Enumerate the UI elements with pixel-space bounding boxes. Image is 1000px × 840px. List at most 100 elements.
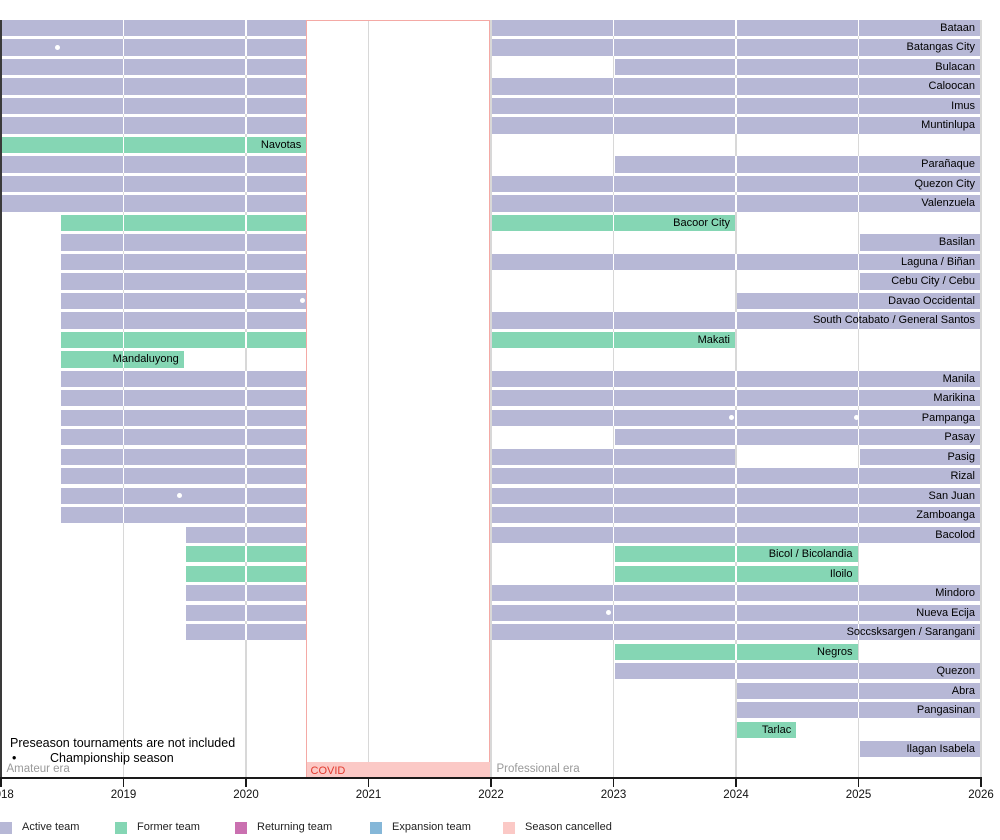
x-axis-tick	[857, 778, 860, 787]
team-bar-segment: Quezon City	[492, 175, 980, 193]
team-bar-segment: Makati	[492, 331, 735, 349]
season-separator	[857, 468, 860, 485]
championship-dot	[728, 415, 734, 421]
championship-note-label: Championship season	[50, 751, 174, 765]
team-bar-segment: Abra	[737, 682, 980, 699]
team-bar-segment: Caloocan	[492, 78, 980, 95]
year-gridline	[980, 20, 982, 778]
team-bar-segment	[2, 175, 307, 193]
team-bar-segment: Laguna / Biñan	[492, 253, 980, 271]
team-label: Caloocan	[928, 80, 975, 93]
x-axis-tick	[367, 778, 370, 787]
season-separator	[735, 546, 737, 563]
team-bar-segment: Muntinlupa	[492, 117, 980, 134]
team-bar-segment: Quezon	[614, 663, 980, 680]
team-bar-segment	[60, 487, 307, 504]
team-bar-segment	[185, 546, 307, 563]
season-separator	[735, 526, 737, 543]
season-separator	[122, 20, 125, 37]
legend-swatch	[115, 822, 127, 834]
team-label: Pangasinan	[916, 704, 975, 717]
season-separator	[122, 487, 125, 504]
team-label: Parañaque	[921, 158, 975, 171]
team-label: Negros	[817, 645, 853, 658]
season-separator	[857, 156, 860, 173]
season-separator	[857, 20, 860, 37]
team-label: South Cotabato / General Santos	[812, 314, 975, 327]
season-separator	[857, 487, 860, 504]
season-separator	[612, 78, 615, 95]
season-separator	[122, 312, 125, 329]
season-separator	[245, 585, 247, 602]
season-separator	[245, 468, 247, 485]
team-bar-segment	[60, 448, 307, 465]
season-separator	[612, 370, 615, 387]
season-separator	[612, 117, 615, 134]
team-label: Bataan	[940, 22, 975, 34]
season-separator	[857, 58, 860, 76]
championship-dot-symbol: •	[12, 751, 17, 765]
season-separator	[735, 565, 737, 582]
team-bar-segment	[185, 585, 307, 602]
season-separator	[612, 253, 615, 271]
team-bar-segment	[2, 20, 307, 37]
team-bar-segment	[60, 234, 307, 251]
team-bar-segment	[60, 409, 307, 426]
season-separator	[612, 331, 615, 349]
season-separator	[612, 312, 615, 329]
season-separator	[612, 195, 615, 212]
season-separator	[245, 448, 247, 465]
season-separator	[612, 526, 615, 543]
team-label: Imus	[951, 99, 975, 112]
season-separator	[735, 663, 737, 680]
x-axis-line	[0, 777, 982, 779]
team-bar-segment: Negros	[614, 643, 858, 660]
season-separator	[122, 351, 125, 368]
season-separator	[735, 409, 737, 426]
x-axis-tick	[245, 778, 247, 787]
season-separator	[612, 448, 615, 465]
season-separator	[857, 624, 860, 641]
season-separator	[735, 487, 737, 504]
team-bar-segment: Pasig	[859, 448, 980, 465]
season-separator	[245, 39, 247, 56]
season-separator	[245, 253, 247, 271]
championship-dot	[54, 45, 60, 51]
season-separator	[245, 78, 247, 95]
season-separator	[245, 312, 247, 329]
season-separator	[245, 136, 247, 154]
season-separator	[245, 487, 247, 504]
team-bar-segment	[185, 565, 307, 582]
team-bar-segment: Zamboanga	[492, 507, 980, 524]
season-separator	[735, 117, 737, 134]
era-label: Amateur era	[6, 763, 70, 775]
team-bar-segment: Mindoro	[492, 585, 980, 602]
season-separator	[857, 702, 860, 719]
team-label: Marikina	[933, 392, 975, 405]
team-bar-segment	[2, 39, 307, 56]
season-separator	[245, 409, 247, 426]
season-separator	[735, 253, 737, 271]
team-bar-segment	[2, 97, 307, 115]
x-axis-tick-label: 2021	[355, 789, 382, 801]
season-separator	[612, 604, 615, 621]
season-separator	[245, 234, 247, 251]
x-axis-tick	[490, 778, 492, 787]
season-separator	[245, 546, 247, 563]
season-separator	[612, 468, 615, 485]
season-separator	[612, 39, 615, 56]
team-bar-segment: Mandaluyong	[60, 351, 184, 368]
season-separator	[122, 253, 125, 271]
team-bar-segment: Cebu City / Cebu	[859, 273, 980, 290]
team-bar-segment: Imus	[492, 97, 980, 115]
team-bar-segment	[2, 78, 307, 95]
season-separator	[857, 507, 860, 524]
x-axis-tick	[0, 778, 2, 787]
season-separator	[122, 370, 125, 387]
season-separator	[612, 97, 615, 115]
season-separator	[857, 117, 860, 134]
x-axis-tick-label: 2026	[968, 789, 994, 801]
team-bar-segment: Ilagan Isabela	[859, 741, 980, 758]
team-bar-segment: Nueva Ecija	[492, 604, 980, 621]
season-separator	[735, 604, 737, 621]
